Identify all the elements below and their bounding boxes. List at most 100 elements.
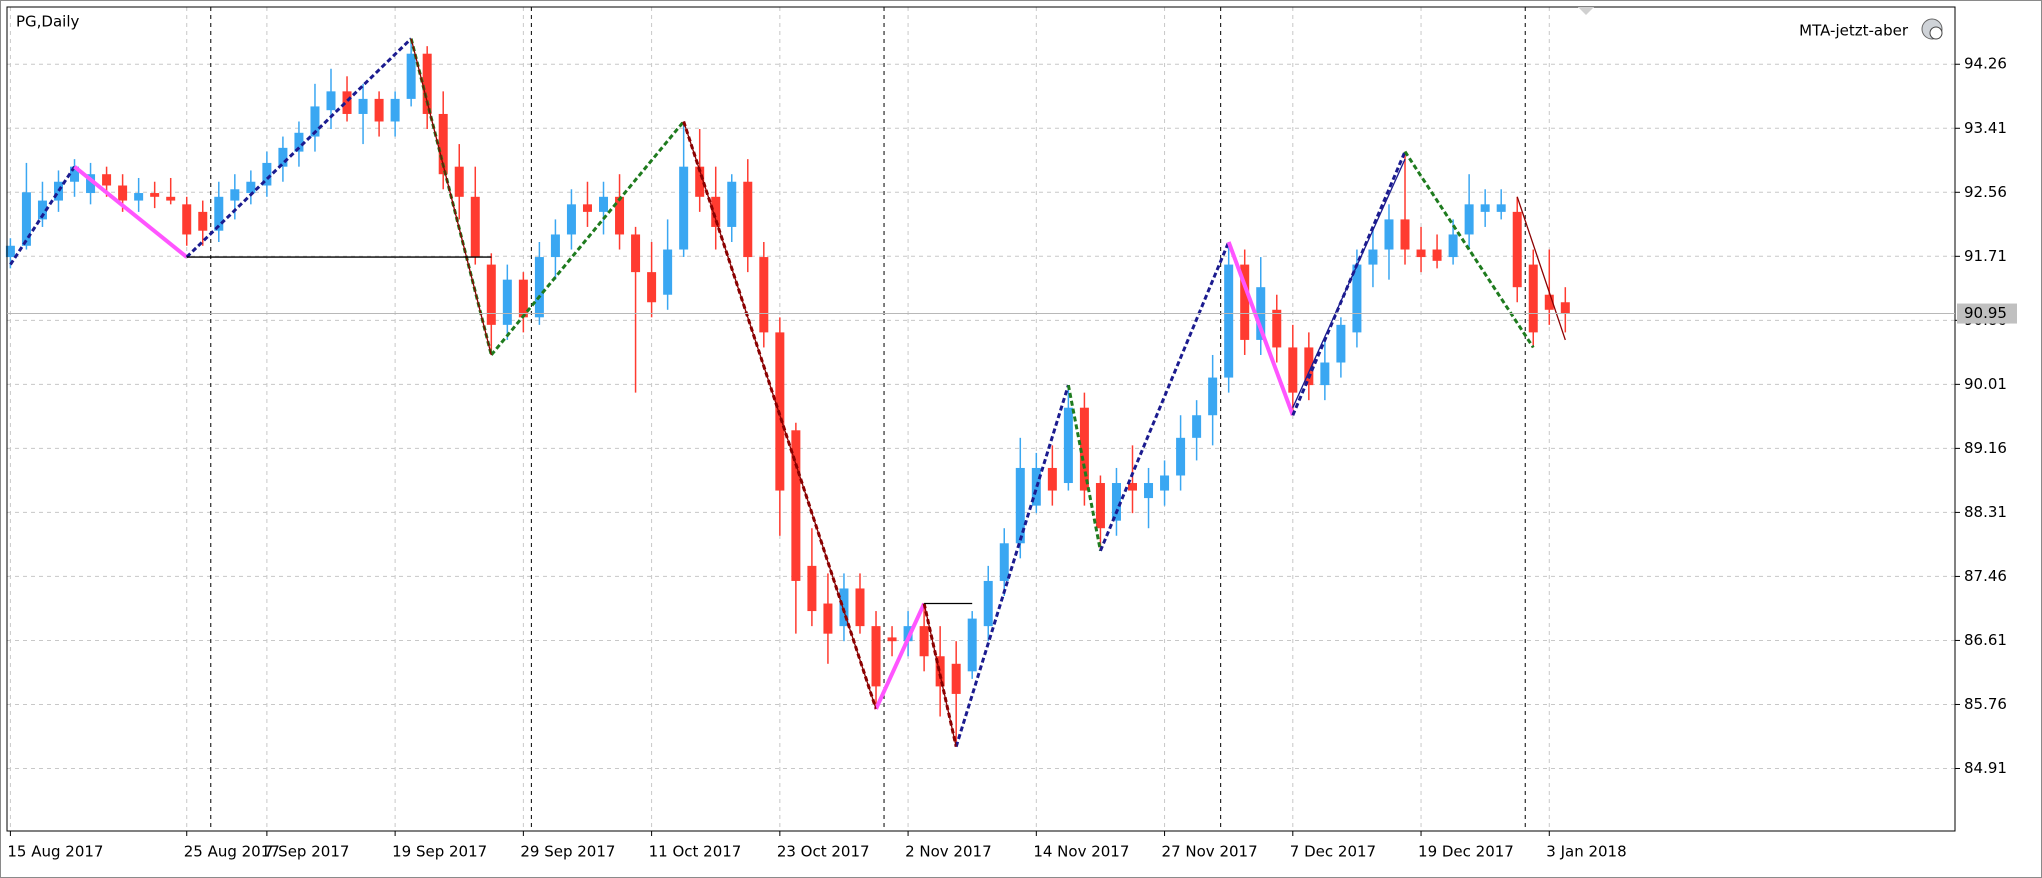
candle-body [743, 181, 753, 258]
price-label-box [1957, 303, 2017, 324]
candle-body [486, 264, 496, 325]
zigzag-line [1066, 384, 1102, 552]
candle-body [1448, 234, 1458, 258]
candle-body [390, 98, 400, 122]
candle-body [935, 656, 945, 687]
candle-body [1304, 347, 1314, 386]
candle-body [342, 91, 352, 114]
candle-body [374, 98, 384, 122]
plot-border [6, 6, 1956, 832]
candle-body [550, 234, 560, 258]
candle-body [37, 200, 47, 220]
zigzag-line [185, 37, 413, 259]
candle-body [102, 174, 112, 186]
candle-body [711, 196, 721, 227]
grid [7, 7, 1955, 831]
candle-body [951, 663, 961, 694]
plot [5, 37, 1570, 748]
candle-body [919, 626, 929, 657]
candle-body [1192, 415, 1202, 438]
y-tick-label: 94.26 [1964, 55, 2007, 73]
x-tick-label: 2 Nov 2017 [905, 843, 992, 861]
chart-title: PG,Daily [16, 13, 80, 31]
y-tick-label: 86.61 [1964, 631, 2007, 649]
candle-body [871, 626, 881, 687]
x-tick-label: 7 Sep 2017 [264, 843, 350, 861]
candle-body [1208, 377, 1218, 416]
candle-body [1416, 249, 1426, 258]
zigzag-line [683, 121, 877, 710]
x-tick-label: 27 Nov 2017 [1162, 843, 1258, 861]
candle-body [1240, 264, 1250, 340]
candle-body [1111, 483, 1121, 521]
candle-body [1144, 483, 1154, 499]
candle-body [326, 91, 336, 111]
candle-body [262, 162, 272, 186]
candle-body [999, 543, 1009, 581]
y-tick-label: 85.76 [1964, 695, 2007, 713]
candle-body [53, 181, 63, 201]
candle-body [1288, 347, 1298, 393]
candle-body [903, 626, 913, 642]
zigzag-line [410, 38, 492, 356]
candle-body [855, 588, 865, 627]
zigzag-line [954, 384, 1070, 748]
candle-body [21, 192, 31, 246]
candle-body [1336, 324, 1346, 363]
candle-body [1224, 264, 1234, 378]
zigzag-line [874, 602, 926, 710]
candle-body [166, 196, 176, 201]
candle-body [983, 580, 993, 627]
candle-body [1464, 204, 1474, 235]
candle-body [1400, 219, 1410, 250]
candle-body [118, 185, 128, 201]
candle-body [310, 106, 320, 137]
candle-body [278, 147, 288, 167]
candle-body [566, 204, 576, 235]
candle-body [1544, 294, 1554, 310]
price-label: 90.95 [1964, 304, 2007, 322]
candle-body [198, 211, 208, 231]
zigzag-line [1226, 241, 1295, 416]
x-tick-label: 19 Sep 2017 [392, 843, 487, 861]
x-tick-label: 19 Dec 2017 [1418, 843, 1514, 861]
candle-body [807, 565, 817, 612]
candle-body [150, 193, 160, 197]
candle-body [615, 196, 625, 235]
candle-body [70, 166, 80, 182]
candle-body [647, 272, 657, 303]
candle-body [1432, 249, 1442, 261]
candle-body [839, 588, 849, 627]
y-tick-label: 84.91 [1964, 759, 2007, 777]
candle-body [727, 181, 737, 227]
candle-body [358, 98, 368, 114]
zigzag-line [1516, 196, 1566, 341]
candle-body [1480, 204, 1490, 212]
candle-body [1047, 467, 1057, 491]
y-tick-label: 91.71 [1964, 247, 2007, 265]
x-tick-label: 29 Sep 2017 [520, 843, 615, 861]
x-tick-label: 3 Jan 2018 [1546, 843, 1626, 861]
candle-body [1095, 483, 1105, 529]
candle-body [887, 637, 897, 642]
y-tick-label: 93.41 [1964, 119, 2007, 137]
x-tick-label: 25 Aug 2017 [184, 843, 280, 861]
candle-body [582, 204, 592, 212]
candle-body [1063, 407, 1073, 484]
y-tick-label: 92.56 [1964, 183, 2007, 201]
candle-body [1031, 467, 1041, 506]
candle-body [230, 189, 240, 201]
indicator-icon [1578, 7, 1943, 40]
x-tick-label: 15 Aug 2017 [7, 843, 103, 861]
candle-body [1160, 475, 1170, 491]
candle-body [1320, 362, 1330, 386]
candle-body [1015, 467, 1025, 544]
candle-body [695, 166, 705, 197]
candle-body [294, 132, 304, 152]
candle-body [502, 279, 512, 325]
candle-body [406, 53, 416, 99]
indicator-label: MTA-jetzt-aber [1799, 22, 1909, 40]
candle-body [454, 166, 464, 197]
x-tick-label: 11 Oct 2017 [649, 843, 742, 861]
